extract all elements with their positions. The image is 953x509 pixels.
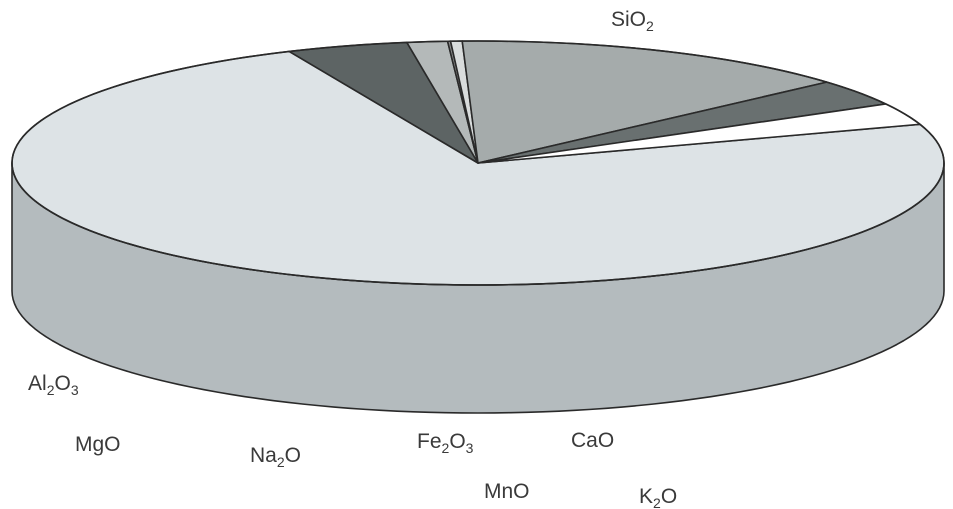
label-sio2: SiO2 xyxy=(611,8,654,34)
pie-tops xyxy=(11,40,945,286)
label-fe2o3: Fe2O3 xyxy=(417,430,474,456)
label-mgo: MgO xyxy=(75,433,121,456)
pie-rim xyxy=(11,40,945,286)
label-k2o: K2O xyxy=(639,485,677,509)
label-al2o3: Al2O3 xyxy=(28,372,79,398)
pie-labels: SiO2 K2O CaO MnO Fe2O3 Na2O MgO Al2O3 xyxy=(28,8,677,509)
label-mno: MnO xyxy=(484,480,530,503)
label-na2o: Na2O xyxy=(250,444,301,470)
label-cao: CaO xyxy=(571,429,614,452)
